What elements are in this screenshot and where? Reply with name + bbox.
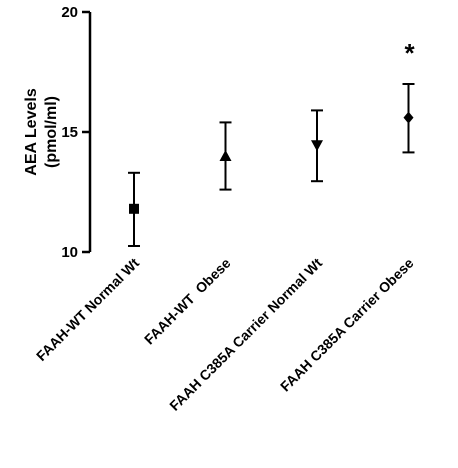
category-label: FAAH C385A Carrier Normal Wt	[166, 255, 325, 414]
data-point-square	[129, 203, 139, 214]
y-axis-title-line1: AEA Levels	[23, 88, 40, 176]
y-tick-label: 15	[61, 124, 78, 141]
y-axis-title-line2: (pmol/ml)	[43, 96, 60, 168]
y-tick-label: 10	[61, 244, 78, 261]
significance-asterisk: *	[404, 38, 415, 68]
y-tick-label: 20	[61, 4, 78, 21]
category-label: FAAH-WT Obese	[141, 255, 234, 348]
data-point-diamond	[403, 111, 414, 124]
category-label: FAAH-WT Normal Wt	[33, 255, 142, 364]
data-point-triangle-down	[311, 140, 323, 152]
y-axis-title: AEA Levels (pmol/ml)	[23, 88, 60, 176]
y-ticks: 10 15 20	[61, 4, 90, 261]
data-point-triangle-up	[219, 150, 232, 161]
data-markers	[129, 111, 414, 214]
error-bars	[128, 83, 415, 247]
